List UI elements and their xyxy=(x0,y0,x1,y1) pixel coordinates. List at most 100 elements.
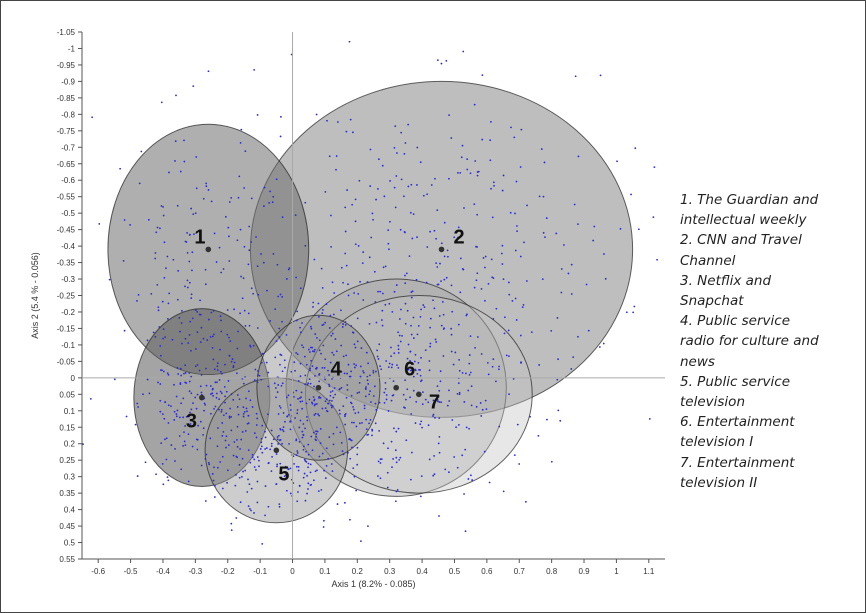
individual-point xyxy=(516,230,518,232)
individual-point xyxy=(221,372,223,375)
individual-point xyxy=(190,207,193,210)
individual-point xyxy=(379,462,382,464)
individual-point xyxy=(378,429,381,432)
individual-point xyxy=(308,351,311,353)
individual-point xyxy=(390,399,393,402)
y-tick-label: -0.25 xyxy=(57,292,76,301)
individual-point xyxy=(123,329,126,332)
y-tick-label: -0.65 xyxy=(57,160,76,169)
individual-point xyxy=(289,467,292,470)
individual-point xyxy=(446,249,449,252)
individual-point xyxy=(299,326,301,329)
individual-point xyxy=(296,310,299,313)
individual-point xyxy=(317,490,320,493)
individual-point xyxy=(465,426,468,429)
individual-point xyxy=(372,371,375,374)
individual-point xyxy=(481,138,484,141)
individual-point xyxy=(405,366,408,369)
individual-point xyxy=(150,292,153,295)
individual-point xyxy=(507,329,510,332)
individual-point xyxy=(616,160,618,163)
individual-point xyxy=(239,312,241,315)
individual-point xyxy=(332,354,335,356)
individual-point xyxy=(486,362,489,364)
individual-point xyxy=(256,374,259,376)
individual-point xyxy=(370,401,372,403)
individual-point xyxy=(189,320,192,323)
individual-point xyxy=(220,408,223,411)
individual-point xyxy=(174,160,176,162)
individual-point xyxy=(301,430,304,433)
individual-point xyxy=(461,267,464,270)
individual-point xyxy=(204,268,207,271)
individual-point xyxy=(348,438,350,441)
individual-point xyxy=(387,366,390,369)
individual-point xyxy=(363,404,366,407)
individual-point xyxy=(280,384,283,387)
individual-point xyxy=(167,404,170,407)
individual-point xyxy=(408,255,411,257)
individual-point xyxy=(538,195,541,198)
individual-point xyxy=(358,391,361,394)
individual-point xyxy=(161,369,163,372)
individual-point xyxy=(242,415,245,418)
individual-point xyxy=(236,372,238,375)
individual-point xyxy=(255,424,258,426)
individual-point xyxy=(392,394,395,396)
individual-point xyxy=(321,452,324,455)
individual-point xyxy=(319,396,322,399)
individual-point xyxy=(374,370,377,373)
y-tick-label: -0.1 xyxy=(61,341,75,350)
individual-point xyxy=(467,478,470,480)
individual-point xyxy=(469,371,472,374)
individual-point xyxy=(293,361,296,364)
individual-point xyxy=(379,477,382,480)
individual-point xyxy=(298,397,301,400)
individual-point xyxy=(362,370,364,372)
individual-point xyxy=(570,293,573,295)
individual-point xyxy=(520,128,523,131)
individual-point xyxy=(577,223,579,226)
individual-point xyxy=(256,265,259,268)
individual-point xyxy=(324,400,327,403)
individual-point xyxy=(469,172,472,175)
y-tick-label: -0.2 xyxy=(61,308,75,317)
individual-point xyxy=(318,316,320,318)
individual-point xyxy=(353,421,355,424)
individual-point xyxy=(198,313,201,316)
individual-point xyxy=(326,410,329,413)
y-tick-label: -0.35 xyxy=(57,259,76,268)
individual-point xyxy=(442,355,445,357)
individual-point xyxy=(359,280,361,283)
individual-point xyxy=(384,381,387,384)
individual-point xyxy=(410,413,413,415)
individual-point xyxy=(370,236,373,239)
individual-point xyxy=(369,418,372,421)
individual-point xyxy=(371,434,373,437)
individual-point xyxy=(438,401,441,403)
y-tick-label: 0.5 xyxy=(64,539,76,548)
individual-point xyxy=(498,368,500,371)
individual-point xyxy=(255,236,257,238)
individual-point xyxy=(577,155,580,158)
individual-point xyxy=(210,412,212,415)
individual-point xyxy=(256,417,259,420)
individual-point xyxy=(192,85,195,88)
cluster-centroid-6 xyxy=(393,384,399,391)
individual-point xyxy=(395,456,398,459)
individual-point xyxy=(327,457,330,460)
cluster-centroid-1 xyxy=(205,246,212,253)
individual-point xyxy=(476,246,478,248)
individual-point xyxy=(294,369,296,372)
individual-point xyxy=(295,319,298,322)
individual-point xyxy=(256,114,259,116)
individual-point xyxy=(333,387,336,389)
individual-point xyxy=(301,436,304,439)
individual-point xyxy=(484,399,487,402)
individual-point xyxy=(165,458,168,461)
individual-point xyxy=(179,367,182,370)
individual-point xyxy=(213,407,215,410)
individual-point xyxy=(411,367,414,370)
individual-point xyxy=(474,160,477,162)
